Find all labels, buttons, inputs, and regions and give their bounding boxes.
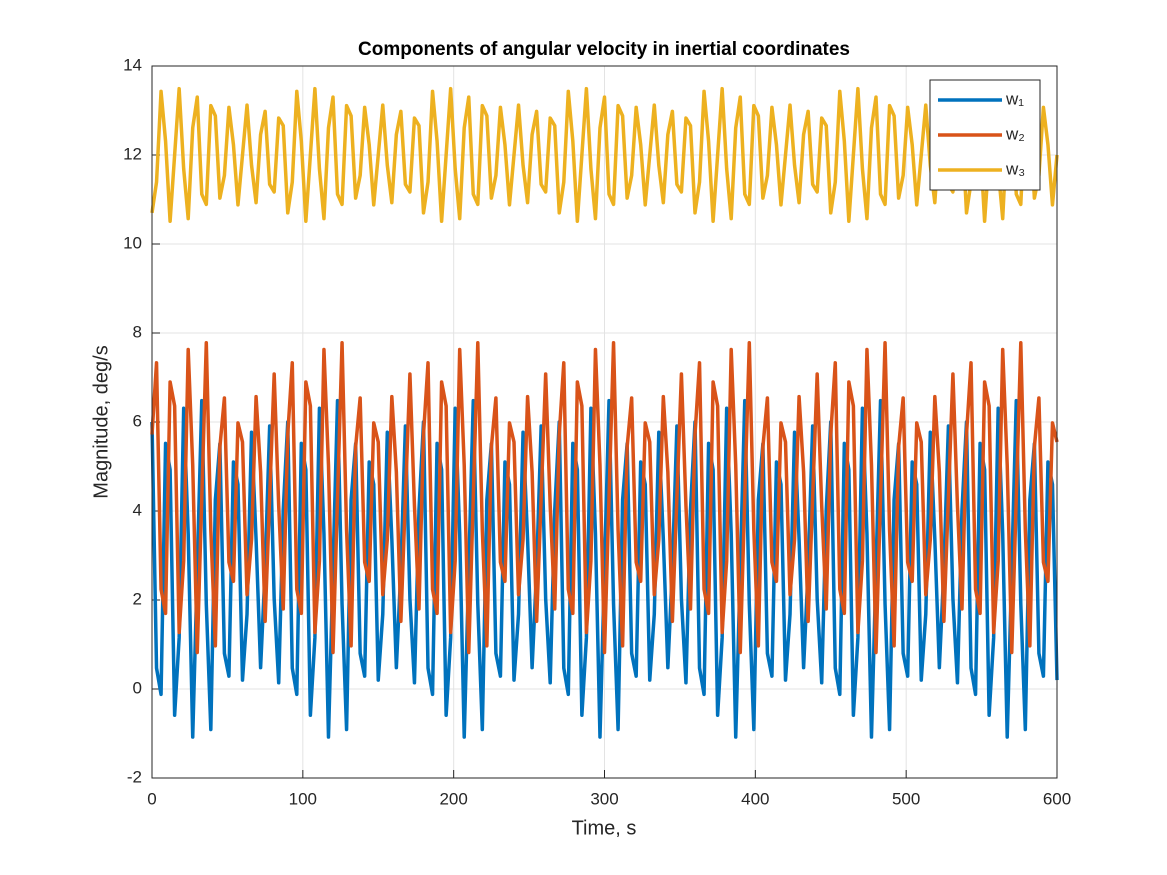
legend-label: w₃ (1005, 159, 1025, 178)
y-tick-label: 2 (133, 589, 142, 608)
x-tick-label: 300 (590, 789, 618, 808)
legend-label: w₁ (1005, 89, 1024, 108)
x-tick-label: 200 (439, 789, 467, 808)
legend-label: w₂ (1005, 124, 1025, 143)
y-tick-label: 6 (133, 411, 142, 430)
y-tick-label: 12 (123, 144, 142, 163)
series-line (150, 86, 1059, 224)
y-axis-label: Magnitude, deg/s (90, 345, 112, 498)
x-tick-label: 0 (147, 789, 156, 808)
x-tick-label: 600 (1043, 789, 1071, 808)
chart-title: Components of angular velocity in inerti… (358, 39, 850, 60)
x-tick-label: 400 (741, 789, 769, 808)
axes-box (151, 65, 1058, 779)
y-tick-label: 10 (123, 233, 142, 252)
series-line (150, 341, 1059, 655)
x-axis-label: Time, s (572, 817, 637, 839)
x-tick-label: 500 (892, 789, 920, 808)
y-tick-label: 14 (123, 55, 142, 74)
y-tick-label: 0 (133, 678, 142, 697)
x-tick-label: 100 (289, 789, 317, 808)
y-tick-label: 8 (133, 322, 142, 341)
y-tick-label: -2 (127, 767, 142, 786)
y-tick-label: 4 (133, 500, 142, 519)
